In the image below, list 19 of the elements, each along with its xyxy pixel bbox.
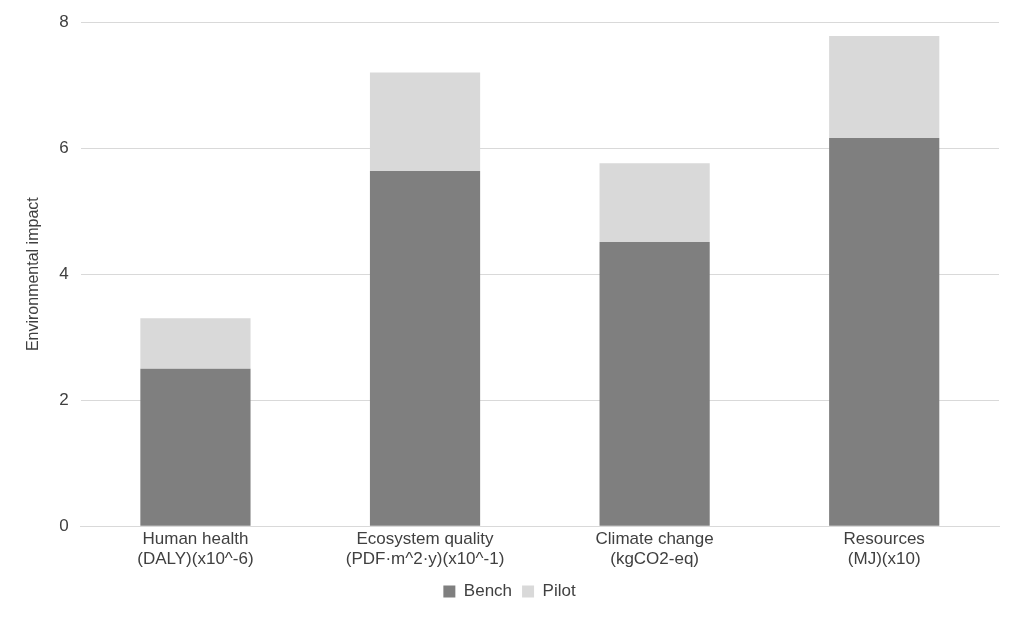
legend-label: Bench	[463, 581, 513, 601]
y-tick-label: 2	[59, 389, 69, 409]
bar	[599, 242, 710, 526]
bar	[140, 368, 251, 526]
y-tick-label: 4	[59, 263, 69, 283]
x-tick-label: Ecosystem quality (PDF·m^2·y)(x10^-1)	[345, 529, 505, 569]
y-tick-label: 8	[59, 11, 69, 31]
y-tick-label: 0	[59, 515, 69, 535]
x-tick-label: Climate change (kgCO2-eq)	[595, 529, 714, 569]
bar	[140, 318, 251, 369]
y-axis-title: Environmental impact	[24, 196, 42, 352]
bar	[369, 170, 481, 526]
bar	[829, 36, 940, 139]
bar	[599, 163, 710, 243]
y-tick-label: 6	[59, 137, 69, 157]
legend-label: Pilot	[542, 581, 576, 601]
x-tick-label: Resources (MJ)(x10)	[843, 529, 925, 569]
x-tick-label: Human health (DALY)(x10^-6)	[137, 529, 254, 569]
bar	[829, 138, 940, 526]
